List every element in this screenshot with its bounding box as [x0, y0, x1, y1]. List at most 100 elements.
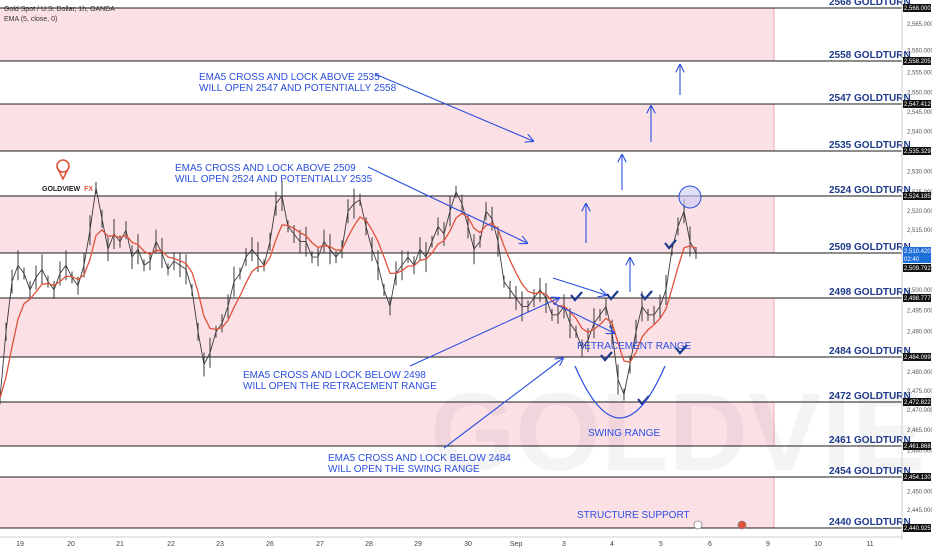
x-tick-label: 5	[659, 541, 663, 548]
goldturn-levels: 2568 GOLDTURN 2558 GOLDTURN 2547 GOLDTURN 2…	[0, 0, 911, 529]
level-label: 2440 GOLDTURN	[829, 517, 911, 528]
level-label: 2484 GOLDTURN	[829, 346, 911, 357]
x-tick-label: 26	[266, 541, 274, 548]
level-tag: 2,558.205	[904, 59, 931, 65]
level-tag: 2,535.329	[904, 149, 931, 155]
annotation-arrow	[409, 298, 559, 367]
y-tick-label: 2,540.000	[907, 129, 932, 135]
check-icon	[606, 290, 619, 301]
annotation-arrow	[443, 358, 563, 449]
x-tick-label: 29	[414, 541, 422, 548]
level-label: 2472 GOLDTURN	[829, 391, 911, 402]
level-tag-bg	[903, 100, 931, 108]
annotation-arrow	[374, 73, 533, 141]
y-tick-label: 2,495.000	[907, 309, 932, 315]
level-tag-bg	[903, 442, 931, 450]
check-icon	[570, 291, 583, 302]
annotation-arrow	[552, 302, 614, 333]
level-label: 2535 GOLDTURN	[829, 140, 911, 151]
price-flag: 2,509.792	[904, 266, 931, 272]
current-price-flags: 2,510.420 02:40 2,509.792	[903, 247, 931, 272]
level-tag: 2,461.868	[904, 444, 931, 450]
y-tick-label: 2,460.000	[907, 448, 932, 454]
annotation-arrow	[367, 166, 527, 243]
check-icon	[600, 351, 613, 362]
logo-suffix: FX	[84, 186, 93, 193]
level-tag: 2,472.822	[904, 400, 931, 406]
annotation-arrows	[367, 65, 680, 449]
x-tick-label: 6	[708, 541, 712, 548]
level-label: 2547 GOLDTURN	[829, 93, 911, 104]
level-label: 2568 GOLDTURN	[829, 0, 911, 8]
zone-5	[0, 477, 774, 528]
level-tag: 2,454.130	[904, 475, 931, 481]
level-label: 2509 GOLDTURN	[829, 242, 911, 253]
level-tag-bg	[903, 192, 931, 200]
symbol-title: Gold Spot / U.S. Dollar, 1h, OANDA	[4, 6, 115, 13]
event-marker[interactable]	[693, 520, 703, 530]
level-tag: 2,484.099	[904, 355, 931, 361]
level-tag-bg	[903, 524, 931, 532]
price-flag-bg	[903, 255, 931, 263]
ema-series	[0, 212, 697, 399]
ema-line	[0, 212, 697, 399]
price-series	[0, 181, 697, 405]
x-tick-label: 19	[16, 541, 24, 548]
level-tag-bg	[903, 473, 931, 481]
x-tick-label: 21	[116, 541, 124, 548]
y-tick-label: 2,530.000	[907, 169, 932, 175]
swing-range-label: SWING RANGE	[588, 428, 661, 439]
indicator-label: EMA (5, close, 0)	[4, 16, 57, 23]
y-tick-label: 2,445.000	[907, 508, 932, 514]
x-tick-label: Sep	[510, 541, 523, 548]
x-tick-label: 28	[365, 541, 373, 548]
goldview-logo: GOLDVIEW FX	[42, 159, 93, 193]
zone-4	[0, 402, 774, 446]
level-tag-bg	[903, 294, 931, 302]
y-tick-label: 2,470.000	[907, 408, 932, 414]
level-tag-bg	[903, 353, 931, 361]
level-label: 2498 GOLDTURN	[829, 287, 911, 298]
check-icon	[637, 395, 650, 406]
level-tag: 2,547.412	[904, 102, 931, 108]
us-flag-icon[interactable]	[737, 520, 747, 530]
x-tick-label: 4	[610, 541, 614, 548]
zone-0	[0, 8, 774, 61]
retracement-range-label: RETRACEMENT RANGE	[577, 341, 692, 352]
level-label: 2558 GOLDTURN	[829, 50, 911, 61]
x-axis-ticks: 19 20 21 22 23 26 27 28 29 30 Sep 3 4 5 6 9 10 11	[16, 541, 874, 548]
top-circle	[678, 185, 702, 209]
check-icon	[675, 344, 688, 355]
svg-text:GOLDVIEW FX: GOLDVIEW FX	[430, 371, 932, 494]
annotation-line1: EMA5 CROSS AND LOCK BELOW 2484	[328, 453, 511, 464]
y-tick-label: 2,545.000	[907, 110, 932, 116]
level-tag: 2,524.185	[904, 194, 931, 200]
x-tick-label: 23	[216, 541, 224, 548]
y-tick-label: 2,475.000	[907, 389, 932, 395]
y-tick-label: 2,550.000	[907, 90, 932, 96]
x-tick-label: 9	[766, 541, 770, 548]
level-tag-bg	[903, 57, 931, 65]
zone-3	[0, 298, 774, 357]
y-axis-ticks: 2,565.000 2,560.000 2,555.000 2,550.000 2,54…	[907, 22, 932, 514]
annotation-line1: EMA5 CROSS AND LOCK BELOW 2498	[243, 370, 426, 381]
watermark: GOLDVIEW FX	[430, 371, 932, 494]
x-tick-label: 10	[814, 541, 822, 548]
level-label: 2524 GOLDTURN	[829, 185, 911, 196]
annotation-arrow	[552, 277, 606, 295]
x-tick-label: 30	[464, 541, 472, 548]
zone-2	[0, 196, 774, 253]
structure-support-label: STRUCTURE SUPPORT	[577, 510, 690, 521]
annotation-line1: EMA5 CROSS AND LOCK ABOVE 2535	[199, 72, 380, 83]
level-tag: 2,498.777	[904, 296, 931, 302]
x-tick-label: 11	[866, 541, 873, 548]
price-flag: 02:40	[904, 257, 920, 263]
y-tick-label: 2,500.000	[907, 288, 932, 294]
y-tick-label: 2,490.000	[907, 330, 932, 336]
level-label: 2454 GOLDTURN	[829, 466, 911, 477]
level-tag: 2,568.000	[904, 6, 931, 12]
pink-zones	[0, 8, 775, 528]
y-tick-label: 2,465.000	[907, 428, 932, 434]
y-tick-label: 2,555.000	[907, 71, 932, 77]
